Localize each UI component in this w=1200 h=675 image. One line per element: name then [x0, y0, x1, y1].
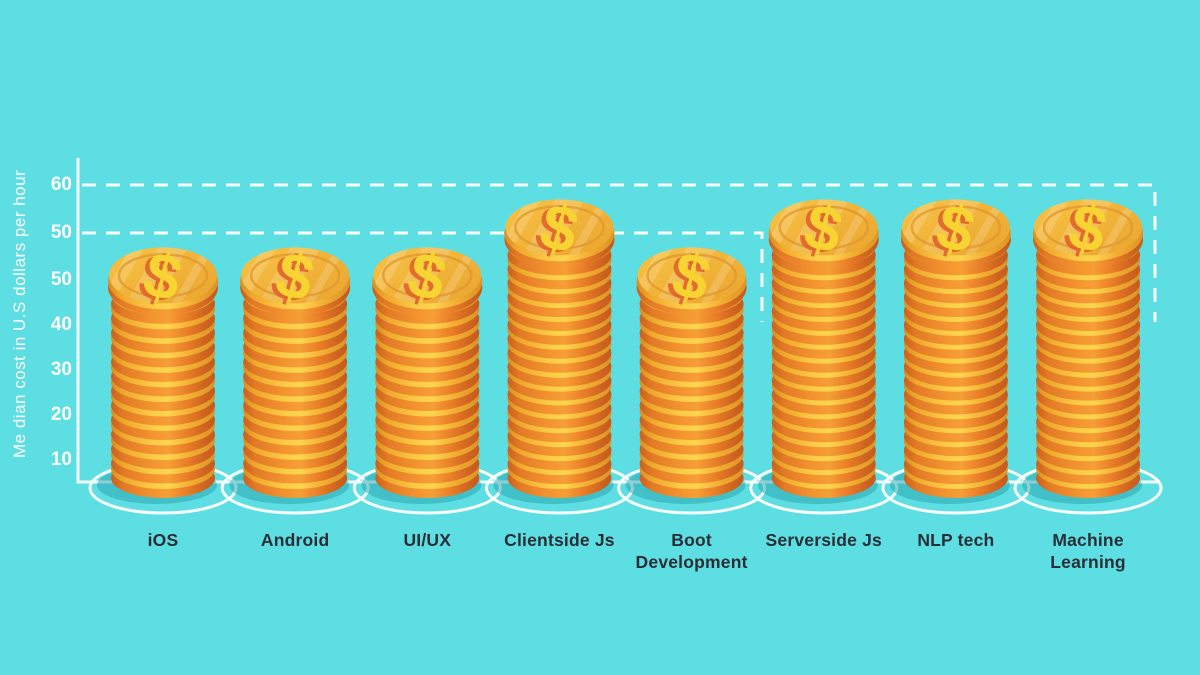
category-label: Serverside Js	[765, 530, 882, 550]
coin-stack	[618, 197, 767, 515]
category-label: iOS	[147, 530, 179, 550]
y-tick-label: 50	[50, 269, 72, 290]
y-tick-label: 60	[50, 174, 72, 195]
y-tick-label: 20	[50, 404, 72, 425]
category-label: Clientside Js	[504, 530, 615, 550]
coin-stack	[222, 197, 370, 515]
coin-stack	[750, 149, 899, 515]
coin-stacks	[90, 149, 1163, 515]
y-tick-label: 10	[50, 449, 72, 470]
y-tick-label: 30	[50, 359, 72, 380]
y-tick-label: 50	[50, 222, 72, 243]
category-label: Android	[260, 530, 330, 550]
y-tick-label: 40	[50, 314, 72, 335]
coin-stack	[1015, 149, 1163, 515]
dashed-guide-lines	[82, 183, 1157, 322]
category-label: Boot Development	[635, 530, 748, 572]
coin-stack	[486, 149, 634, 515]
category-label: UI/UX	[403, 530, 452, 550]
coin-stack	[354, 197, 502, 515]
coin-stack	[90, 197, 238, 515]
coin-stack	[883, 149, 1031, 515]
category-label: Machine Learning	[1050, 530, 1126, 572]
category-label: NLP tech	[917, 530, 995, 550]
